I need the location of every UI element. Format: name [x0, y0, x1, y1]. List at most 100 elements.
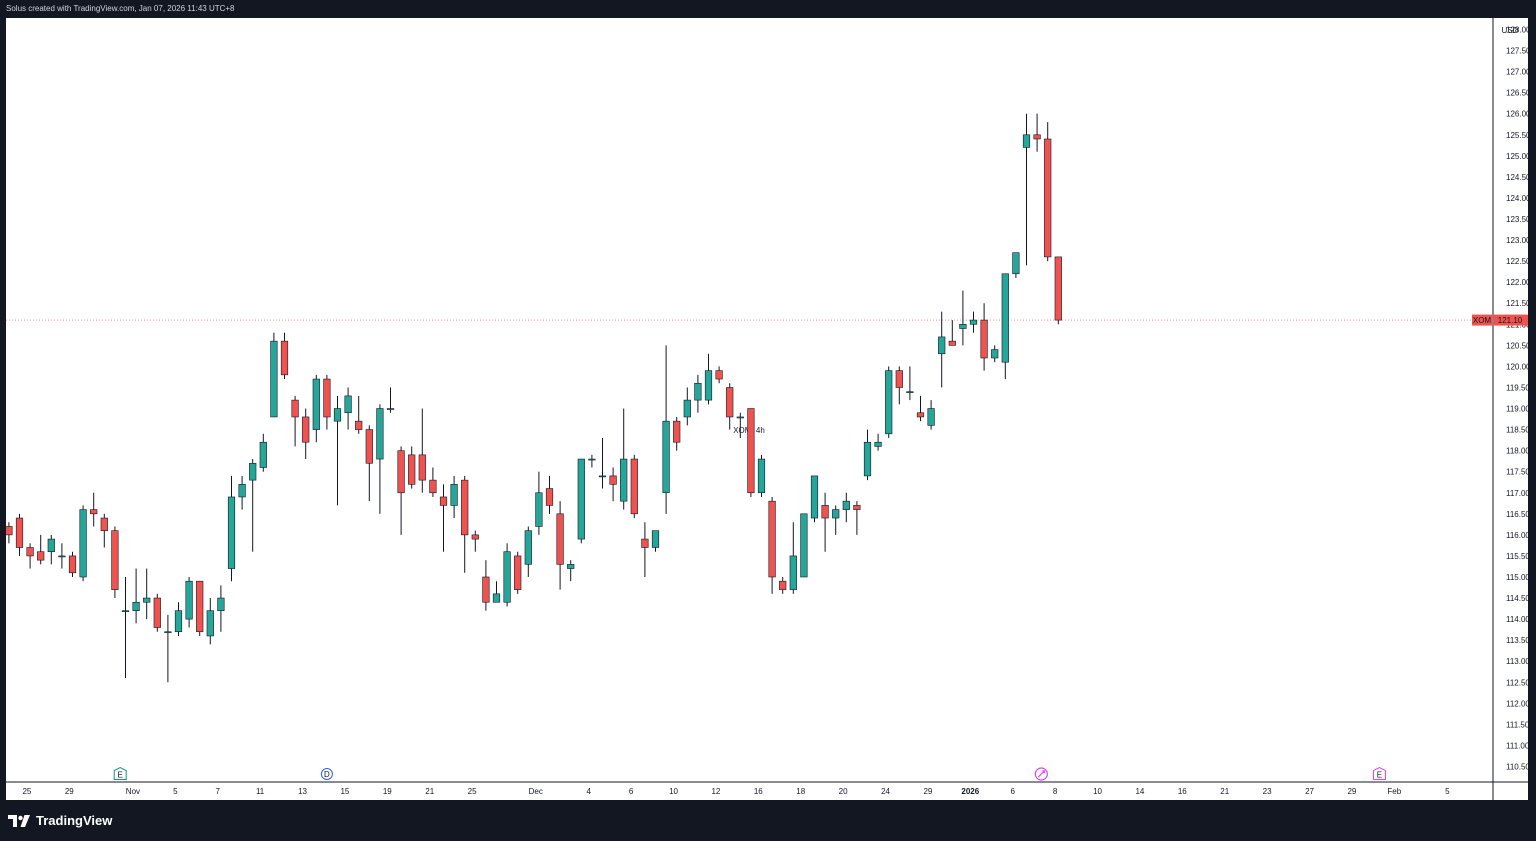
candle-body[interactable] — [598, 475, 607, 478]
candle-body[interactable] — [164, 631, 172, 634]
candle-body[interactable] — [715, 370, 723, 380]
candle-body[interactable] — [556, 513, 564, 565]
candle-body[interactable] — [757, 458, 766, 494]
candle-body[interactable] — [471, 534, 479, 540]
candle-body[interactable] — [577, 458, 585, 540]
tradingview-logo[interactable]: TradingView — [8, 813, 112, 828]
candle-body[interactable] — [620, 458, 628, 502]
candle-body[interactable] — [429, 479, 437, 494]
candle-body[interactable] — [885, 370, 893, 435]
candle-body[interactable] — [259, 441, 267, 468]
candle-body[interactable] — [673, 420, 681, 443]
candle-body[interactable] — [37, 551, 45, 561]
candle-body[interactable] — [779, 580, 787, 590]
candle-body[interactable] — [832, 509, 840, 519]
candle-body[interactable] — [906, 391, 914, 393]
candle-body[interactable] — [662, 420, 670, 494]
candle-body[interactable] — [79, 509, 87, 578]
candle-body[interactable] — [111, 530, 119, 590]
candle-body[interactable] — [535, 492, 543, 527]
candle-body[interactable] — [26, 547, 34, 557]
candle-body[interactable] — [492, 593, 501, 603]
candle-body[interactable] — [206, 610, 214, 637]
candle-body[interactable] — [514, 555, 522, 590]
candlestick-chart[interactable]: XOM, 4hUSD128.00127.50127.00126.50126.00… — [6, 18, 1528, 800]
candle-body[interactable] — [980, 319, 988, 359]
candle-body[interactable] — [196, 580, 204, 633]
candle-body[interactable] — [418, 454, 426, 481]
earnings-marker[interactable] — [1372, 766, 1386, 780]
candle-body[interactable] — [842, 500, 850, 510]
candle-body[interactable] — [68, 555, 77, 574]
candle-body[interactable] — [736, 416, 744, 419]
candle-body[interactable] — [227, 496, 236, 569]
candle-body[interactable] — [609, 475, 617, 485]
candle-body[interactable] — [376, 408, 384, 460]
candle-body[interactable] — [302, 416, 310, 443]
candle-body[interactable] — [863, 441, 872, 477]
candle-body[interactable] — [6, 526, 13, 536]
candle-body[interactable] — [545, 488, 554, 506]
candle-body[interactable] — [397, 450, 405, 494]
candle-body[interactable] — [312, 378, 320, 430]
candle-body[interactable] — [810, 475, 819, 519]
candle-body[interactable] — [726, 387, 734, 418]
candle-body[interactable] — [789, 555, 797, 590]
candle-body[interactable] — [768, 500, 776, 578]
candle-body[interactable] — [959, 323, 967, 329]
candle-body[interactable] — [439, 496, 448, 506]
candle-body[interactable] — [821, 505, 829, 519]
candle-body[interactable] — [651, 530, 660, 548]
candle-body[interactable] — [344, 395, 352, 414]
candle-body[interactable] — [15, 517, 24, 548]
candle-body[interactable] — [365, 429, 373, 464]
candle-body[interactable] — [90, 509, 98, 515]
candle-body[interactable] — [1033, 134, 1041, 140]
candle-body[interactable] — [948, 340, 956, 346]
candle-body[interactable] — [588, 458, 596, 461]
candle-body[interactable] — [524, 530, 532, 565]
candle-body[interactable] — [874, 441, 882, 447]
candle-body[interactable] — [355, 420, 363, 430]
candle-body[interactable] — [704, 370, 713, 401]
candle-body[interactable] — [323, 378, 331, 418]
candle-body[interactable] — [47, 538, 55, 553]
candle-body[interactable] — [461, 479, 469, 536]
candle-body[interactable] — [800, 513, 808, 578]
candle-body[interactable] — [280, 340, 289, 376]
candle-body[interactable] — [153, 597, 161, 628]
candle-body[interactable] — [132, 601, 140, 611]
candle-body[interactable] — [1012, 252, 1020, 275]
candle-body[interactable] — [100, 517, 108, 531]
candle-body[interactable] — [991, 349, 999, 359]
candle-body[interactable] — [185, 580, 193, 620]
candle-body[interactable] — [1044, 138, 1052, 258]
candle-body[interactable] — [503, 551, 511, 603]
candle-body[interactable] — [482, 576, 490, 603]
candle-body[interactable] — [174, 610, 183, 633]
candle-body[interactable] — [853, 505, 861, 510]
candle-body[interactable] — [1054, 256, 1062, 321]
earnings-marker[interactable] — [113, 766, 127, 780]
candle-body[interactable] — [1022, 134, 1031, 148]
candle-body[interactable] — [238, 484, 246, 498]
candle-body[interactable] — [121, 610, 130, 612]
candle-body[interactable] — [916, 412, 925, 418]
candle-body[interactable] — [386, 408, 395, 410]
candle-body[interactable] — [747, 408, 755, 494]
dividend-marker[interactable] — [320, 768, 333, 780]
chart-area[interactable]: XOM, 4hUSD128.00127.50127.00126.50126.00… — [6, 18, 1528, 800]
candle-body[interactable] — [927, 408, 935, 426]
candle-body[interactable] — [630, 458, 638, 515]
candle-body[interactable] — [938, 336, 946, 355]
candle-body[interactable] — [291, 399, 299, 418]
candle-body[interactable] — [683, 399, 691, 418]
candle-body[interactable] — [58, 555, 66, 558]
candle-body[interactable] — [270, 340, 278, 418]
candle-body[interactable] — [567, 564, 575, 569]
candle-body[interactable] — [450, 484, 458, 506]
candle-body[interactable] — [641, 538, 649, 548]
candle-body[interactable] — [333, 408, 342, 422]
candle-body[interactable] — [694, 382, 702, 401]
candle-body[interactable] — [249, 462, 257, 481]
